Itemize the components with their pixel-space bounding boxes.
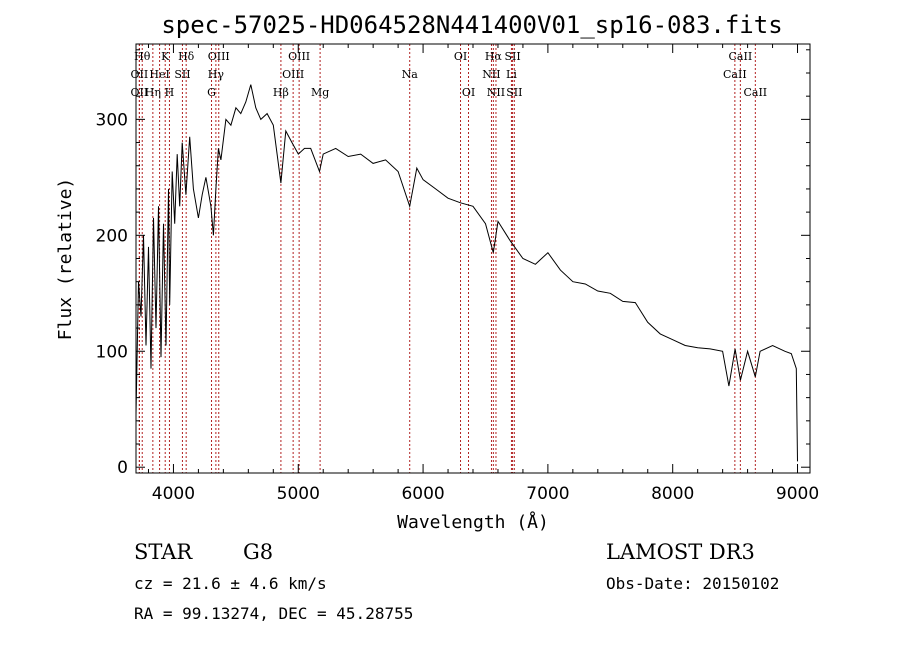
reference-line-label: Hβ — [273, 86, 289, 99]
x-tick-label: 4000 — [152, 484, 195, 504]
reference-line-label: CaII — [743, 86, 767, 99]
reference-line-label: Na — [402, 68, 419, 81]
y-tick-label: 0 — [117, 458, 128, 478]
object-class: STAR — [134, 540, 193, 564]
plot-frame — [135, 43, 811, 474]
chart-title: spec-57025-HD064528N441400V01_sp16-083.f… — [161, 11, 782, 39]
x-axis-ticks: 4000 5000 6000 7000 8000 9000 — [147, 44, 819, 504]
reference-line-label: OIII — [288, 50, 310, 63]
reference-line-label: HeI — [149, 68, 169, 81]
reference-line-label: Li — [506, 68, 517, 81]
reference-line-label: OII — [131, 68, 149, 81]
reference-line-label: Hγ — [208, 68, 225, 81]
reference-line-label: SII — [504, 50, 520, 63]
x-tick-label: 8000 — [651, 484, 694, 504]
reference-line-label: OIII — [282, 68, 304, 81]
reference-line-label: CaII — [729, 50, 753, 63]
observation-date: Obs-Date: 20150102 — [606, 574, 779, 593]
spectrum-series — [135, 84, 798, 462]
survey-name: LAMOST DR3 — [606, 540, 755, 564]
reference-line-label: G — [207, 86, 216, 99]
reference-line-label: Hθ — [134, 50, 151, 63]
object-subclass: G8 — [243, 540, 273, 564]
y-tick-label: 300 — [96, 110, 128, 130]
reference-line-label: CaII — [723, 68, 747, 81]
reference-line-label: SII — [174, 68, 190, 81]
y-tick-label: 100 — [96, 342, 128, 362]
x-tick-label: 5000 — [277, 484, 320, 504]
reference-line-label: H — [165, 86, 175, 99]
reference-line-label: NII — [487, 86, 505, 99]
reference-line-label: Mg — [311, 86, 329, 99]
reference-line-label: OI — [454, 50, 467, 63]
reference-line-labels: Hθ OII OII K HeI Hη Hδ SII H OIII Hγ G OIII OIII Hβ Mg N… — [131, 50, 768, 99]
reference-line-label: SII — [506, 86, 522, 99]
reference-line-label: OIII — [208, 50, 230, 63]
reference-line-label: OI — [462, 86, 475, 99]
reference-lines — [138, 44, 756, 473]
x-tick-label: 6000 — [401, 484, 444, 504]
x-tick-label: 7000 — [526, 484, 569, 504]
coordinates: RA = 99.13274, DEC = 45.28755 — [134, 604, 413, 623]
reference-line-label: NII — [482, 68, 500, 81]
reference-line-label: K — [161, 50, 170, 63]
y-axis-ticks: 0 100 200 300 — [96, 49, 810, 478]
spectrum-line — [135, 84, 798, 462]
y-tick-label: 200 — [96, 226, 128, 246]
x-axis-label: Wavelength (Å) — [397, 511, 549, 533]
reference-line-label: Hδ — [178, 50, 195, 63]
reference-line-label: Hη — [145, 86, 161, 99]
x-tick-label: 9000 — [776, 484, 819, 504]
redshift-info: cz = 21.6 ± 4.6 km/s — [134, 574, 327, 593]
reference-line-label: OII — [131, 86, 149, 99]
reference-line-label: Hα — [485, 50, 503, 63]
y-axis-label: Flux (relative) — [55, 178, 76, 341]
